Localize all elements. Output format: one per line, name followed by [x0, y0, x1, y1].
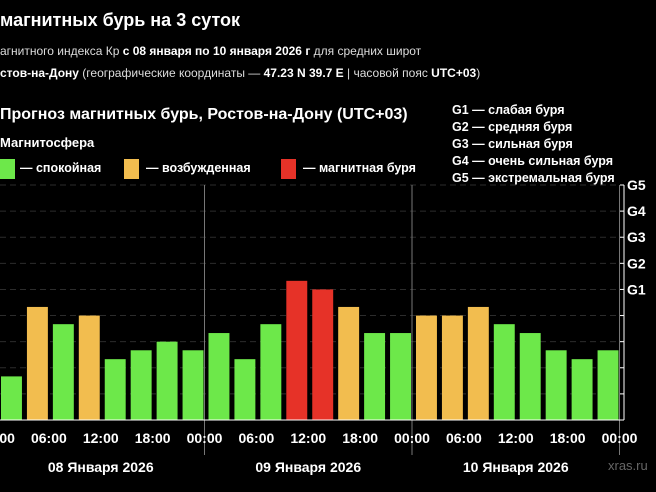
bar-0: [1, 376, 22, 420]
x-tick-label: 12:00: [498, 430, 534, 446]
bar-11: [286, 280, 308, 420]
bar-2: [52, 324, 74, 420]
x-tick-label: 18:00: [342, 430, 378, 446]
bar-16: [416, 315, 437, 420]
x-tick-label: 12:00: [83, 430, 119, 446]
bar-14: [364, 333, 386, 420]
bar-21: [545, 350, 567, 420]
legend-item-quiet: — спокойная: [0, 159, 120, 179]
bar-5: [130, 350, 152, 420]
x-tick-label: 00:00: [187, 430, 223, 446]
location-tz-prefix: | часовой пояс: [343, 66, 432, 80]
x-tick-label: 00:00: [602, 430, 638, 446]
storm-level-g5: G5 — экстремальная буря: [452, 171, 615, 185]
storm-level-g2: G2 — средняя буря: [452, 120, 573, 134]
location-city: стов-на-Дону: [0, 66, 79, 80]
x-tick-label: 06:00: [238, 430, 274, 446]
location-suffix: ): [476, 66, 481, 80]
magnetosphere-label: Магнитосфера: [0, 135, 95, 150]
bar-18: [467, 306, 489, 420]
bar-6: [156, 341, 178, 420]
legend-label-quiet: — спокойная: [20, 161, 102, 175]
y-label-g2: G2: [627, 255, 646, 271]
bar-22: [571, 359, 593, 420]
x-tick-label: 00:00: [394, 430, 430, 446]
bar-15: [390, 333, 411, 420]
period-prefix: агнитного индекса Кр: [0, 44, 123, 58]
day-label: 10 Января 2026: [463, 459, 569, 475]
x-tick-label: 00:00: [0, 430, 15, 446]
y-label-g5: G5: [627, 177, 646, 193]
y-label-g1: G1: [627, 281, 646, 297]
storm-level-g1: G1 — слабая буря: [452, 103, 565, 117]
bar-20: [519, 333, 541, 420]
x-tick-label: 18:00: [135, 430, 171, 446]
legend-swatch-storm: [281, 159, 296, 179]
day-label: 08 Января 2026: [48, 459, 154, 475]
bar-13: [338, 306, 360, 420]
x-tick-label: 18:00: [550, 430, 586, 446]
period-description: агнитного индекса Кр с 08 января по 10 я…: [0, 44, 421, 58]
y-label-g4: G4: [627, 203, 646, 219]
chart-title: Прогноз магнитных бурь, Ростов-на-Дону (…: [0, 106, 408, 123]
bar-12: [312, 289, 334, 420]
bar-17: [441, 315, 463, 420]
bar-7: [182, 350, 204, 420]
storm-level-g4: G4 — очень сильная буря: [452, 154, 613, 168]
location-tz: UTC+03: [431, 66, 477, 80]
location-coords-prefix: (географические координаты —: [78, 66, 264, 80]
bar-8: [208, 333, 230, 420]
x-tick-label: 06:00: [31, 430, 67, 446]
storm-level-legend: G1 — слабая буря G2 — средняя буря G3 — …: [452, 102, 615, 187]
x-tick-label: 12:00: [290, 430, 326, 446]
bar-23: [597, 350, 619, 420]
legend-swatch-unsettled: [124, 159, 139, 179]
period-dates: с 08 января по 10 января 2026 г: [122, 44, 311, 58]
location-coords: 47.23 N 39.7 E: [263, 66, 344, 80]
legend-label-storm: — магнитная буря: [303, 161, 416, 175]
period-suffix: для средних широт: [310, 44, 422, 58]
bar-4: [104, 359, 126, 420]
page-title: магнитных бурь на 3 суток: [0, 10, 241, 30]
day-label: 09 Января 2026: [255, 459, 361, 475]
legend-item-storm: — магнитная буря: [281, 159, 431, 179]
x-tick-label: 06:00: [446, 430, 482, 446]
bar-1: [26, 306, 48, 420]
location-description: стов-на-Дону (географические координаты …: [0, 66, 480, 80]
bar-10: [260, 324, 282, 420]
legend-label-unsettled: — возбужденная: [146, 161, 251, 175]
legend-item-unsettled: — возбужденная: [124, 159, 264, 179]
legend-swatch-quiet: [0, 159, 15, 179]
bar-19: [493, 324, 515, 420]
bar-9: [234, 359, 256, 420]
watermark: xras.ru: [608, 458, 648, 473]
y-label-g3: G3: [627, 229, 646, 245]
bar-3: [78, 315, 100, 420]
storm-level-g3: G3 — сильная буря: [452, 137, 573, 151]
